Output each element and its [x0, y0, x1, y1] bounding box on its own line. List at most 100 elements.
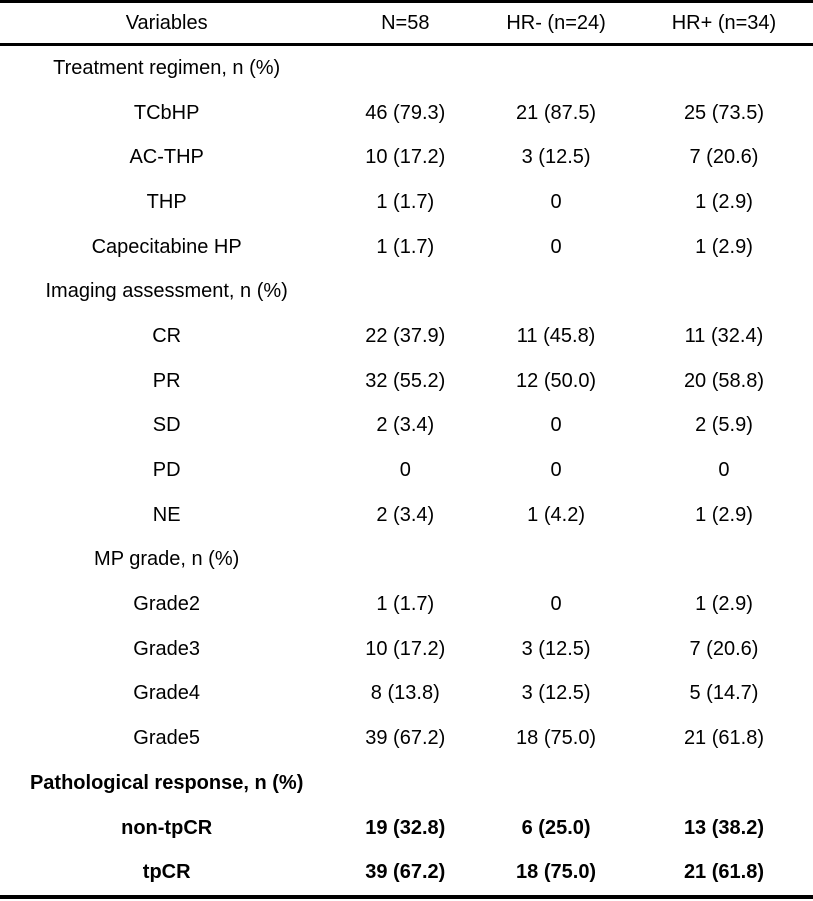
header-row: Variables N=58 HR- (n=24) HR+ (n=34): [0, 1, 813, 46]
section-row: Pathological response, n (%): [0, 761, 813, 806]
table-row: TCbHP 46 (79.3) 21 (87.5) 25 (73.5): [0, 91, 813, 136]
value-cell: 5 (14.7): [689, 682, 759, 705]
section-row: Imaging assessment, n (%): [0, 269, 813, 314]
value-cell: 3 (12.5): [521, 146, 591, 169]
variable-label-cell: non-tpCR: [121, 816, 213, 839]
variable-label-cell: Grade5: [133, 727, 201, 750]
value-cell: 0: [550, 190, 562, 213]
value-cell: 21 (87.5): [516, 101, 597, 124]
value-cell: 7 (20.6): [689, 146, 759, 169]
value-cell: 21 (61.8): [683, 727, 764, 750]
value-cell: [477, 45, 635, 91]
value-cell: 1 (2.9): [695, 503, 753, 526]
column-header-hr-neg: HR- (n=24): [477, 1, 635, 46]
value-cell: 11 (45.8): [516, 324, 596, 347]
variable-label-cell: PD: [152, 459, 181, 482]
section-row: MP grade, n (%): [0, 538, 813, 583]
value-cell: [333, 45, 477, 91]
table-row: tpCR 39 (67.2) 18 (75.0) 21 (61.8): [0, 850, 813, 897]
value-cell: 39 (67.2): [365, 861, 446, 884]
value-cell: 0: [550, 414, 562, 437]
value-cell: 18 (75.0): [516, 861, 597, 884]
variable-label-cell: TCbHP: [133, 101, 200, 124]
section-row: Treatment regimen, n (%): [0, 45, 813, 91]
column-header-hr-pos: HR+ (n=34): [634, 1, 813, 46]
variable-label-cell: PR: [152, 369, 181, 392]
value-cell: 1 (2.9): [695, 593, 753, 616]
value-cell: 0: [550, 593, 562, 616]
variable-label-cell: THP: [146, 190, 187, 213]
value-cell: 2 (3.4): [376, 503, 435, 526]
value-cell: 8 (13.8): [370, 682, 440, 705]
value-cell: 21 (61.8): [683, 861, 764, 884]
table-row: CR 22 (37.9) 11 (45.8) 11 (32.4): [0, 314, 813, 359]
value-cell: 6 (25.0): [521, 816, 591, 839]
variable-label-cell: AC-THP: [129, 146, 204, 169]
value-cell: 1 (1.7): [376, 190, 435, 213]
table-row: Capecitabine HP 1 (1.7) 0 1 (2.9): [0, 225, 813, 270]
table-header: Variables N=58 HR- (n=24) HR+ (n=34): [0, 1, 813, 46]
table-row: non-tpCR 19 (32.8) 6 (25.0) 13 (38.2): [0, 806, 813, 851]
value-cell: 25 (73.5): [683, 101, 764, 124]
section-label-cell: MP grade, n (%): [94, 548, 240, 571]
variable-label-cell: tpCR: [142, 861, 191, 884]
variable-label-cell: Grade4: [133, 682, 201, 705]
value-cell: [635, 761, 813, 806]
value-cell: 12 (50.0): [516, 369, 597, 392]
section-label-cell: Treatment regimen, n (%): [53, 56, 281, 79]
value-cell: 46 (79.3): [365, 101, 446, 124]
table-row: THP 1 (1.7) 0 1 (2.9): [0, 180, 813, 225]
table-row: PD 0 0 0: [0, 448, 813, 493]
value-cell: 3 (12.5): [521, 637, 591, 660]
value-cell: [477, 761, 635, 806]
table-row: Grade3 10 (17.2) 3 (12.5) 7 (20.6): [0, 627, 813, 672]
value-cell: 32 (55.2): [365, 369, 446, 392]
value-cell: [333, 538, 477, 583]
column-header-variables: Variables: [0, 1, 334, 46]
section-label-cell: Imaging assessment, n (%): [45, 280, 288, 303]
value-cell: 1 (2.9): [695, 235, 753, 258]
value-cell: [333, 761, 477, 806]
value-cell: 1 (2.9): [695, 190, 753, 213]
value-cell: 18 (75.0): [516, 727, 597, 750]
value-cell: 0: [718, 459, 730, 482]
value-cell: 1 (1.7): [376, 593, 435, 616]
variable-label-cell: Capecitabine HP: [91, 235, 242, 258]
value-cell: 2 (5.9): [695, 414, 753, 437]
table-row: Grade4 8 (13.8) 3 (12.5) 5 (14.7): [0, 672, 813, 717]
value-cell: 0: [399, 459, 411, 482]
table-row: AC-THP 10 (17.2) 3 (12.5) 7 (20.6): [0, 135, 813, 180]
value-cell: 2 (3.4): [376, 414, 435, 437]
value-cell: [635, 538, 813, 583]
variable-label-cell: Grade3: [133, 637, 201, 660]
value-cell: [477, 538, 635, 583]
value-cell: 39 (67.2): [365, 727, 446, 750]
value-cell: 13 (38.2): [683, 816, 764, 839]
column-header-total: N=58: [333, 1, 478, 46]
value-cell: [635, 45, 813, 91]
section-label-cell: Pathological response, n (%): [29, 771, 304, 794]
table-row: SD 2 (3.4) 0 2 (5.9): [0, 404, 813, 449]
value-cell: 1 (1.7): [376, 235, 435, 258]
value-cell: 10 (17.2): [365, 637, 446, 660]
table-row: PR 32 (55.2) 12 (50.0) 20 (58.8): [0, 359, 813, 404]
value-cell: 10 (17.2): [365, 146, 446, 169]
value-cell: 1 (4.2): [527, 503, 585, 526]
value-cell: 11 (32.4): [684, 324, 764, 347]
table-body: Treatment regimen, n (%) TCbHP 46 (79.3) 21…: [0, 45, 813, 898]
value-cell: [477, 269, 635, 314]
value-cell: 3 (12.5): [521, 682, 591, 705]
table-row: Grade5 39 (67.2) 18 (75.0) 21 (61.8): [0, 716, 813, 761]
value-cell: [333, 269, 477, 314]
value-cell: 22 (37.9): [365, 324, 446, 347]
value-cell: 0: [550, 459, 562, 482]
variable-label-cell: SD: [152, 414, 181, 437]
value-cell: 19 (32.8): [365, 816, 446, 839]
value-cell: 20 (58.8): [683, 369, 764, 392]
value-cell: 7 (20.6): [689, 637, 759, 660]
variable-label-cell: Grade2: [133, 593, 201, 616]
table-row: Grade2 1 (1.7) 0 1 (2.9): [0, 582, 813, 627]
value-cell: 0: [550, 235, 562, 258]
